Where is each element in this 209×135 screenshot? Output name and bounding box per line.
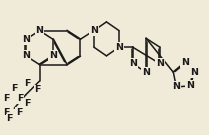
Text: N: N (190, 68, 198, 77)
Text: N: N (156, 59, 164, 68)
Text: N: N (49, 51, 57, 60)
Text: F: F (3, 94, 10, 103)
Text: F: F (24, 80, 30, 88)
Text: N: N (90, 26, 98, 35)
Text: N: N (129, 59, 137, 68)
Text: F: F (6, 114, 13, 123)
Text: F: F (11, 84, 17, 93)
Text: N: N (22, 51, 30, 60)
Text: N: N (22, 35, 30, 44)
Text: F: F (16, 108, 22, 117)
Text: F: F (17, 94, 23, 103)
Text: F: F (3, 108, 10, 117)
Text: N: N (36, 26, 43, 35)
Text: F: F (34, 85, 41, 94)
Text: N: N (186, 81, 194, 90)
Text: F: F (24, 99, 30, 108)
Text: N: N (142, 68, 150, 77)
Text: N: N (172, 82, 180, 91)
Text: N: N (115, 43, 123, 52)
Text: N: N (181, 58, 189, 67)
